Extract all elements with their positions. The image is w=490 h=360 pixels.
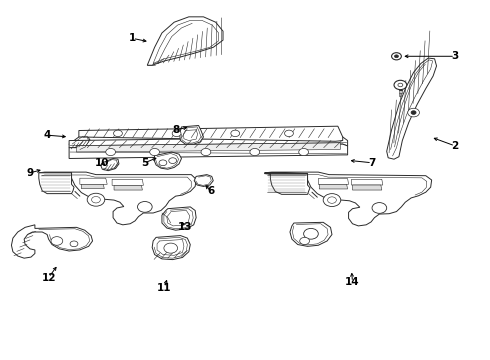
- Circle shape: [411, 111, 416, 114]
- Polygon shape: [39, 172, 196, 225]
- Polygon shape: [351, 179, 383, 185]
- Circle shape: [169, 158, 176, 163]
- Circle shape: [159, 160, 167, 166]
- Polygon shape: [387, 58, 437, 159]
- Polygon shape: [101, 158, 119, 171]
- Text: 2: 2: [451, 141, 459, 151]
- Polygon shape: [69, 144, 347, 158]
- Text: 9: 9: [26, 168, 34, 178]
- Polygon shape: [11, 225, 93, 258]
- Circle shape: [106, 148, 116, 156]
- Polygon shape: [319, 184, 347, 189]
- Polygon shape: [265, 174, 310, 194]
- Polygon shape: [76, 143, 340, 152]
- Circle shape: [250, 148, 260, 156]
- Circle shape: [300, 237, 310, 244]
- Polygon shape: [114, 185, 143, 190]
- Polygon shape: [81, 184, 104, 189]
- Circle shape: [92, 197, 100, 203]
- Polygon shape: [112, 179, 144, 185]
- Circle shape: [138, 202, 152, 212]
- Circle shape: [398, 83, 403, 87]
- Text: 4: 4: [44, 130, 51, 140]
- Polygon shape: [352, 185, 382, 190]
- Polygon shape: [79, 126, 343, 141]
- Circle shape: [150, 148, 159, 156]
- Polygon shape: [154, 152, 181, 169]
- Text: 6: 6: [207, 186, 215, 197]
- Circle shape: [70, 241, 78, 247]
- Circle shape: [394, 55, 398, 58]
- Circle shape: [285, 130, 294, 136]
- Circle shape: [164, 243, 177, 253]
- Polygon shape: [80, 178, 107, 184]
- Circle shape: [172, 130, 181, 136]
- Circle shape: [114, 130, 122, 136]
- Polygon shape: [179, 126, 203, 144]
- Text: 3: 3: [451, 51, 459, 61]
- Polygon shape: [265, 172, 432, 226]
- Text: 8: 8: [172, 125, 179, 135]
- Circle shape: [231, 130, 240, 136]
- Polygon shape: [152, 235, 190, 260]
- Circle shape: [87, 193, 105, 206]
- Circle shape: [323, 194, 341, 207]
- Text: 13: 13: [178, 222, 193, 232]
- Text: 1: 1: [129, 33, 136, 43]
- Polygon shape: [39, 173, 74, 194]
- Circle shape: [304, 228, 318, 239]
- Polygon shape: [69, 137, 347, 148]
- Polygon shape: [318, 179, 348, 184]
- Text: 12: 12: [41, 273, 56, 283]
- Circle shape: [372, 203, 387, 213]
- Text: 7: 7: [368, 158, 376, 168]
- Circle shape: [394, 80, 407, 90]
- Polygon shape: [290, 222, 332, 246]
- Text: 11: 11: [157, 283, 171, 293]
- Text: 5: 5: [141, 158, 148, 168]
- Circle shape: [392, 53, 401, 60]
- Circle shape: [51, 237, 63, 245]
- Text: 14: 14: [345, 277, 360, 287]
- Polygon shape: [162, 207, 196, 230]
- Circle shape: [408, 108, 419, 117]
- Polygon shape: [69, 135, 90, 150]
- Polygon shape: [194, 175, 213, 186]
- Circle shape: [299, 148, 309, 156]
- Circle shape: [201, 148, 211, 156]
- Text: 10: 10: [95, 158, 110, 168]
- Circle shape: [328, 197, 336, 203]
- Polygon shape: [147, 17, 223, 65]
